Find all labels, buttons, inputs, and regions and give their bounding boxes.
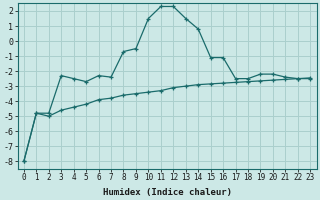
X-axis label: Humidex (Indice chaleur): Humidex (Indice chaleur) bbox=[103, 188, 232, 197]
